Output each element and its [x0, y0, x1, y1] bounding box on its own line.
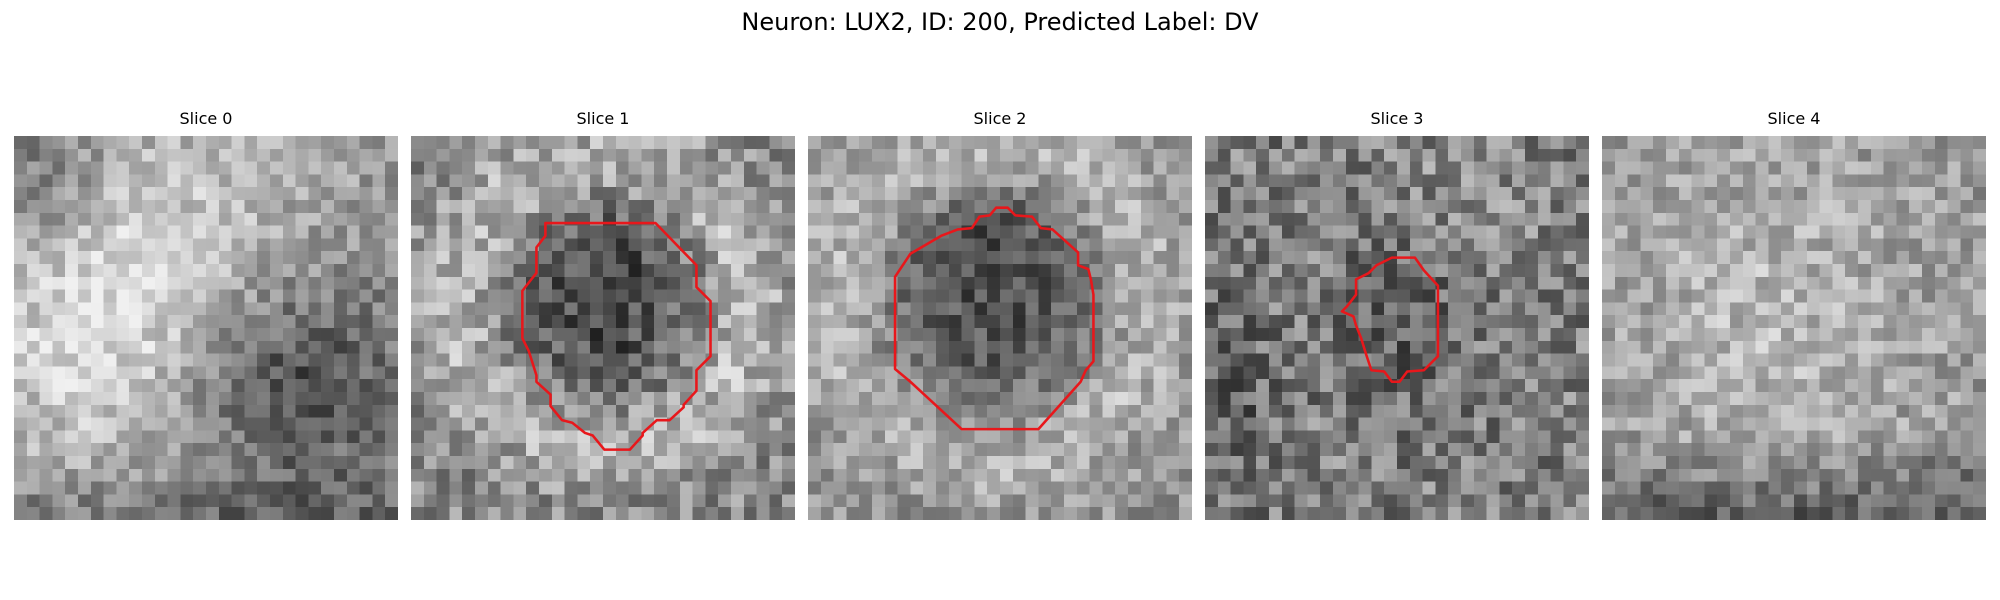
segmentation-contour — [893, 206, 1095, 431]
slice-panel-1: Slice 1 — [411, 110, 795, 520]
segmentation-contour — [1340, 256, 1440, 384]
slice-image — [14, 136, 398, 520]
slice-title: Slice 4 — [1767, 109, 1821, 128]
slice-title: Slice 3 — [1370, 109, 1424, 128]
slice-title: Slice 1 — [576, 109, 630, 128]
slice-panel-0: Slice 0 — [14, 110, 398, 520]
slice-image — [411, 136, 795, 520]
slice-panel-4: Slice 4 — [1602, 110, 1986, 520]
slice-image — [1602, 136, 1986, 520]
slice-panel-2: Slice 2 — [808, 110, 1192, 520]
slice-image — [1205, 136, 1589, 520]
slice-title: Slice 0 — [179, 109, 233, 128]
segmentation-contour — [521, 221, 712, 451]
slice-image — [808, 136, 1192, 520]
slice-title: Slice 2 — [973, 109, 1027, 128]
slice-panel-3: Slice 3 — [1205, 110, 1589, 520]
figure-title: Neuron: LUX2, ID: 200, Predicted Label: … — [741, 8, 1259, 36]
